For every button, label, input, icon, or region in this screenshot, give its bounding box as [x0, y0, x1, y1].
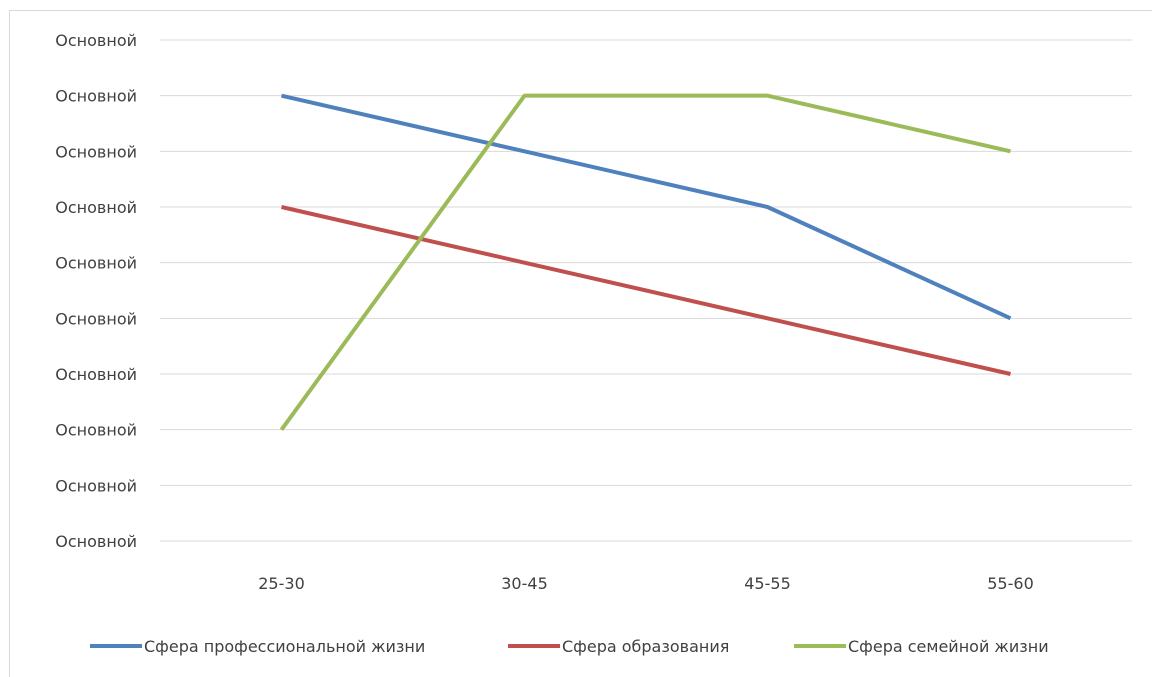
- y-tick-label: Основной: [55, 532, 137, 551]
- y-tick-label: Основной: [55, 87, 137, 106]
- y-tick-label: Основной: [55, 476, 137, 495]
- y-tick-label: Основной: [55, 421, 137, 440]
- series-line-1: [281, 93, 1012, 321]
- y-tick-label: Основной: [55, 309, 137, 328]
- series-lines: [279, 93, 1012, 431]
- legend-label: Сфера образования: [562, 637, 729, 656]
- series-line-2: [281, 205, 1011, 376]
- chart-frame: [9, 10, 1152, 677]
- legend: Сфера профессиональной жизни Сфера образо…: [90, 637, 1049, 656]
- y-tick-label: Основной: [55, 142, 137, 161]
- x-axis-tick-labels: 25-30 30-45 45-55 55-60: [258, 574, 1034, 593]
- y-tick-label: Основной: [55, 365, 137, 384]
- legend-label: Сфера профессиональной жизни: [144, 637, 425, 656]
- legend-label: Сфера семейной жизни: [848, 637, 1049, 656]
- x-tick-label: 25-30: [258, 574, 305, 593]
- y-tick-label: Основной: [55, 31, 137, 50]
- x-tick-label: 55-60: [987, 574, 1034, 593]
- series-line-3: [279, 93, 1011, 431]
- y-tick-label: Основной: [55, 254, 137, 273]
- y-axis-tick-labels: Основной Основной Основной Основной Основной…: [55, 31, 137, 551]
- y-tick-label: Основной: [55, 198, 137, 217]
- x-tick-label: 45-55: [744, 574, 791, 593]
- x-tick-label: 30-45: [501, 574, 548, 593]
- gridlines: [160, 39, 1132, 542]
